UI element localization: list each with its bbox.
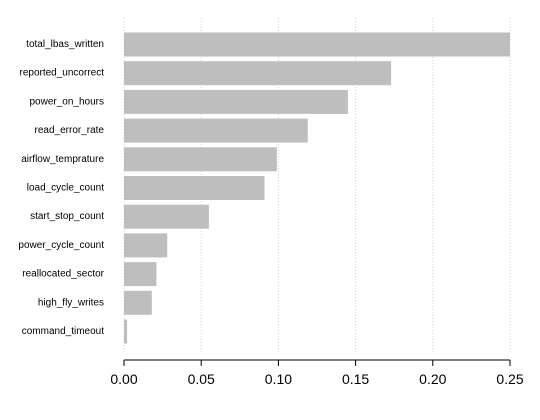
bar-reported_uncorrect [124, 61, 392, 86]
bar-read_error_rate [124, 118, 308, 143]
category-label-load_cycle_count: load_cycle_count [27, 183, 104, 194]
category-label-airflow_temprature: airflow_temprature [21, 154, 104, 165]
bar-reallocated_sector [124, 262, 157, 287]
bars [124, 32, 510, 344]
category-label-power_cycle_count: power_cycle_count [18, 240, 104, 251]
x-tick-label-2: 0.10 [265, 371, 292, 387]
x-tick-label-3: 0.15 [342, 371, 369, 387]
bar-start_stop_count [124, 204, 209, 229]
x-axis: 0.00 0.05 0.10 0.15 0.20 0.25 [110, 359, 524, 387]
category-labels: total_lbas_written reported_uncorrectpowe… [18, 39, 104, 337]
bar-high_fly_writes [124, 290, 152, 315]
category-label-read_error_rate: read_error_rate [35, 125, 105, 136]
category-label-reported_uncorrect: reported_uncorrect [20, 68, 105, 79]
category-label-reallocated_sector: reallocated_sector [22, 269, 104, 280]
bar-load_cycle_count [124, 176, 265, 200]
x-tick-label-0: 0.00 [110, 371, 137, 387]
bar-airflow_temprature [124, 147, 277, 172]
category-label-start_stop_count: start_stop_count [30, 211, 104, 222]
bar-power_cycle_count [124, 233, 168, 258]
x-tick-label-5: 0.25 [496, 371, 523, 387]
category-label-high_fly_writes: high_fly_writes [38, 297, 104, 308]
bar-command_timeout [124, 319, 128, 344]
bar-power_on_hours [124, 89, 348, 114]
x-tick-label-4: 0.20 [419, 371, 446, 387]
category-label-total_lbas_written: total_lbas_written [26, 39, 104, 50]
bar-total_lbas_written [124, 32, 510, 57]
category-label-command_timeout: command_timeout [22, 326, 104, 337]
category-label-power_on_hours: power_on_hours [30, 96, 105, 107]
x-tick-label-1: 0.05 [188, 371, 215, 387]
